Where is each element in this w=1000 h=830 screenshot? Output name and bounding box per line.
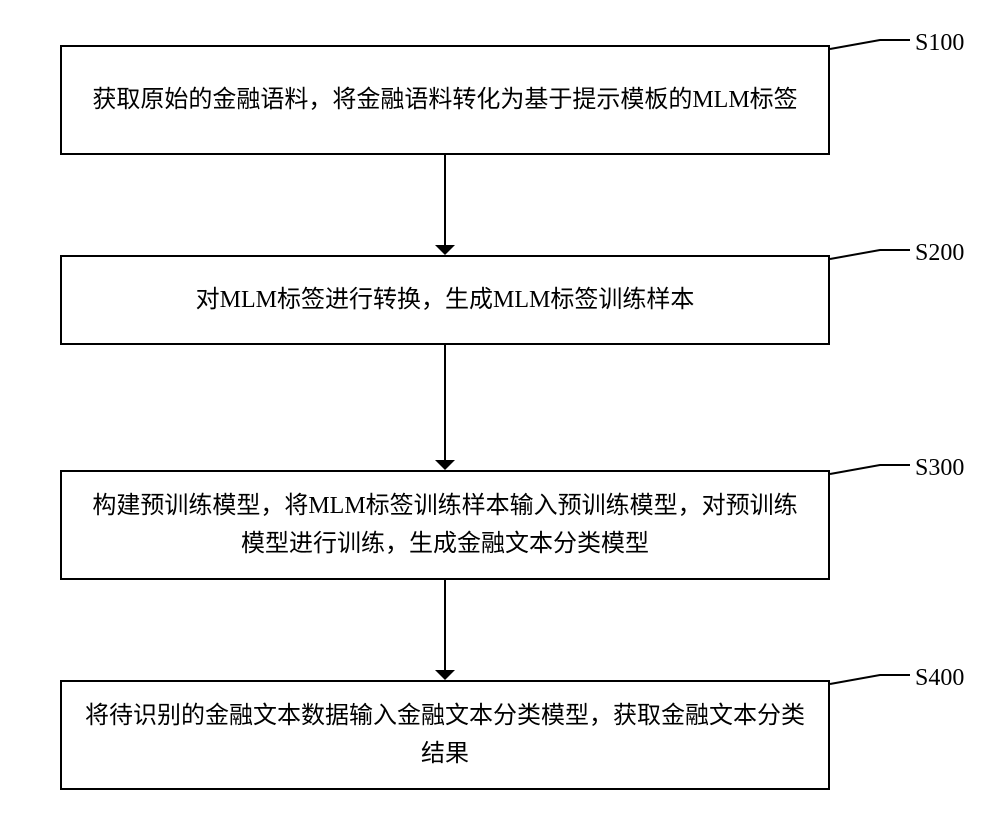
flowchart-canvas: 获取原始的金融语料，将金融语料转化为基于提示模板的MLM标签 S100 对MLM标签… — [0, 0, 1000, 830]
step-label-s300: S300 — [915, 455, 964, 482]
step-label-s200: S200 — [915, 240, 964, 267]
node-text: 获取原始的金融语料，将金融语料转化为基于提示模板的MLM标签 — [92, 81, 797, 119]
arrow-head-icon — [435, 460, 455, 470]
arrow-shaft — [444, 155, 446, 245]
arrow-head-icon — [435, 245, 455, 255]
arrow-shaft — [444, 580, 446, 670]
flowchart-node-n1: 获取原始的金融语料，将金融语料转化为基于提示模板的MLM标签 — [60, 45, 830, 155]
node-text: 构建预训练模型，将MLM标签训练样本输入预训练模型，对预训练模型进行训练，生成金… — [82, 487, 808, 564]
node-text: 将待识别的金融文本数据输入金融文本分类模型，获取金融文本分类结果 — [82, 697, 808, 774]
node-text: 对MLM标签进行转换，生成MLM标签训练样本 — [196, 281, 695, 319]
arrow-shaft — [444, 345, 446, 460]
step-label-s100: S100 — [915, 30, 964, 57]
arrow-head-icon — [435, 670, 455, 680]
flowchart-node-n2: 对MLM标签进行转换，生成MLM标签训练样本 — [60, 255, 830, 345]
step-label-s400: S400 — [915, 665, 964, 692]
flowchart-node-n4: 将待识别的金融文本数据输入金融文本分类模型，获取金融文本分类结果 — [60, 680, 830, 790]
flowchart-node-n3: 构建预训练模型，将MLM标签训练样本输入预训练模型，对预训练模型进行训练，生成金… — [60, 470, 830, 580]
